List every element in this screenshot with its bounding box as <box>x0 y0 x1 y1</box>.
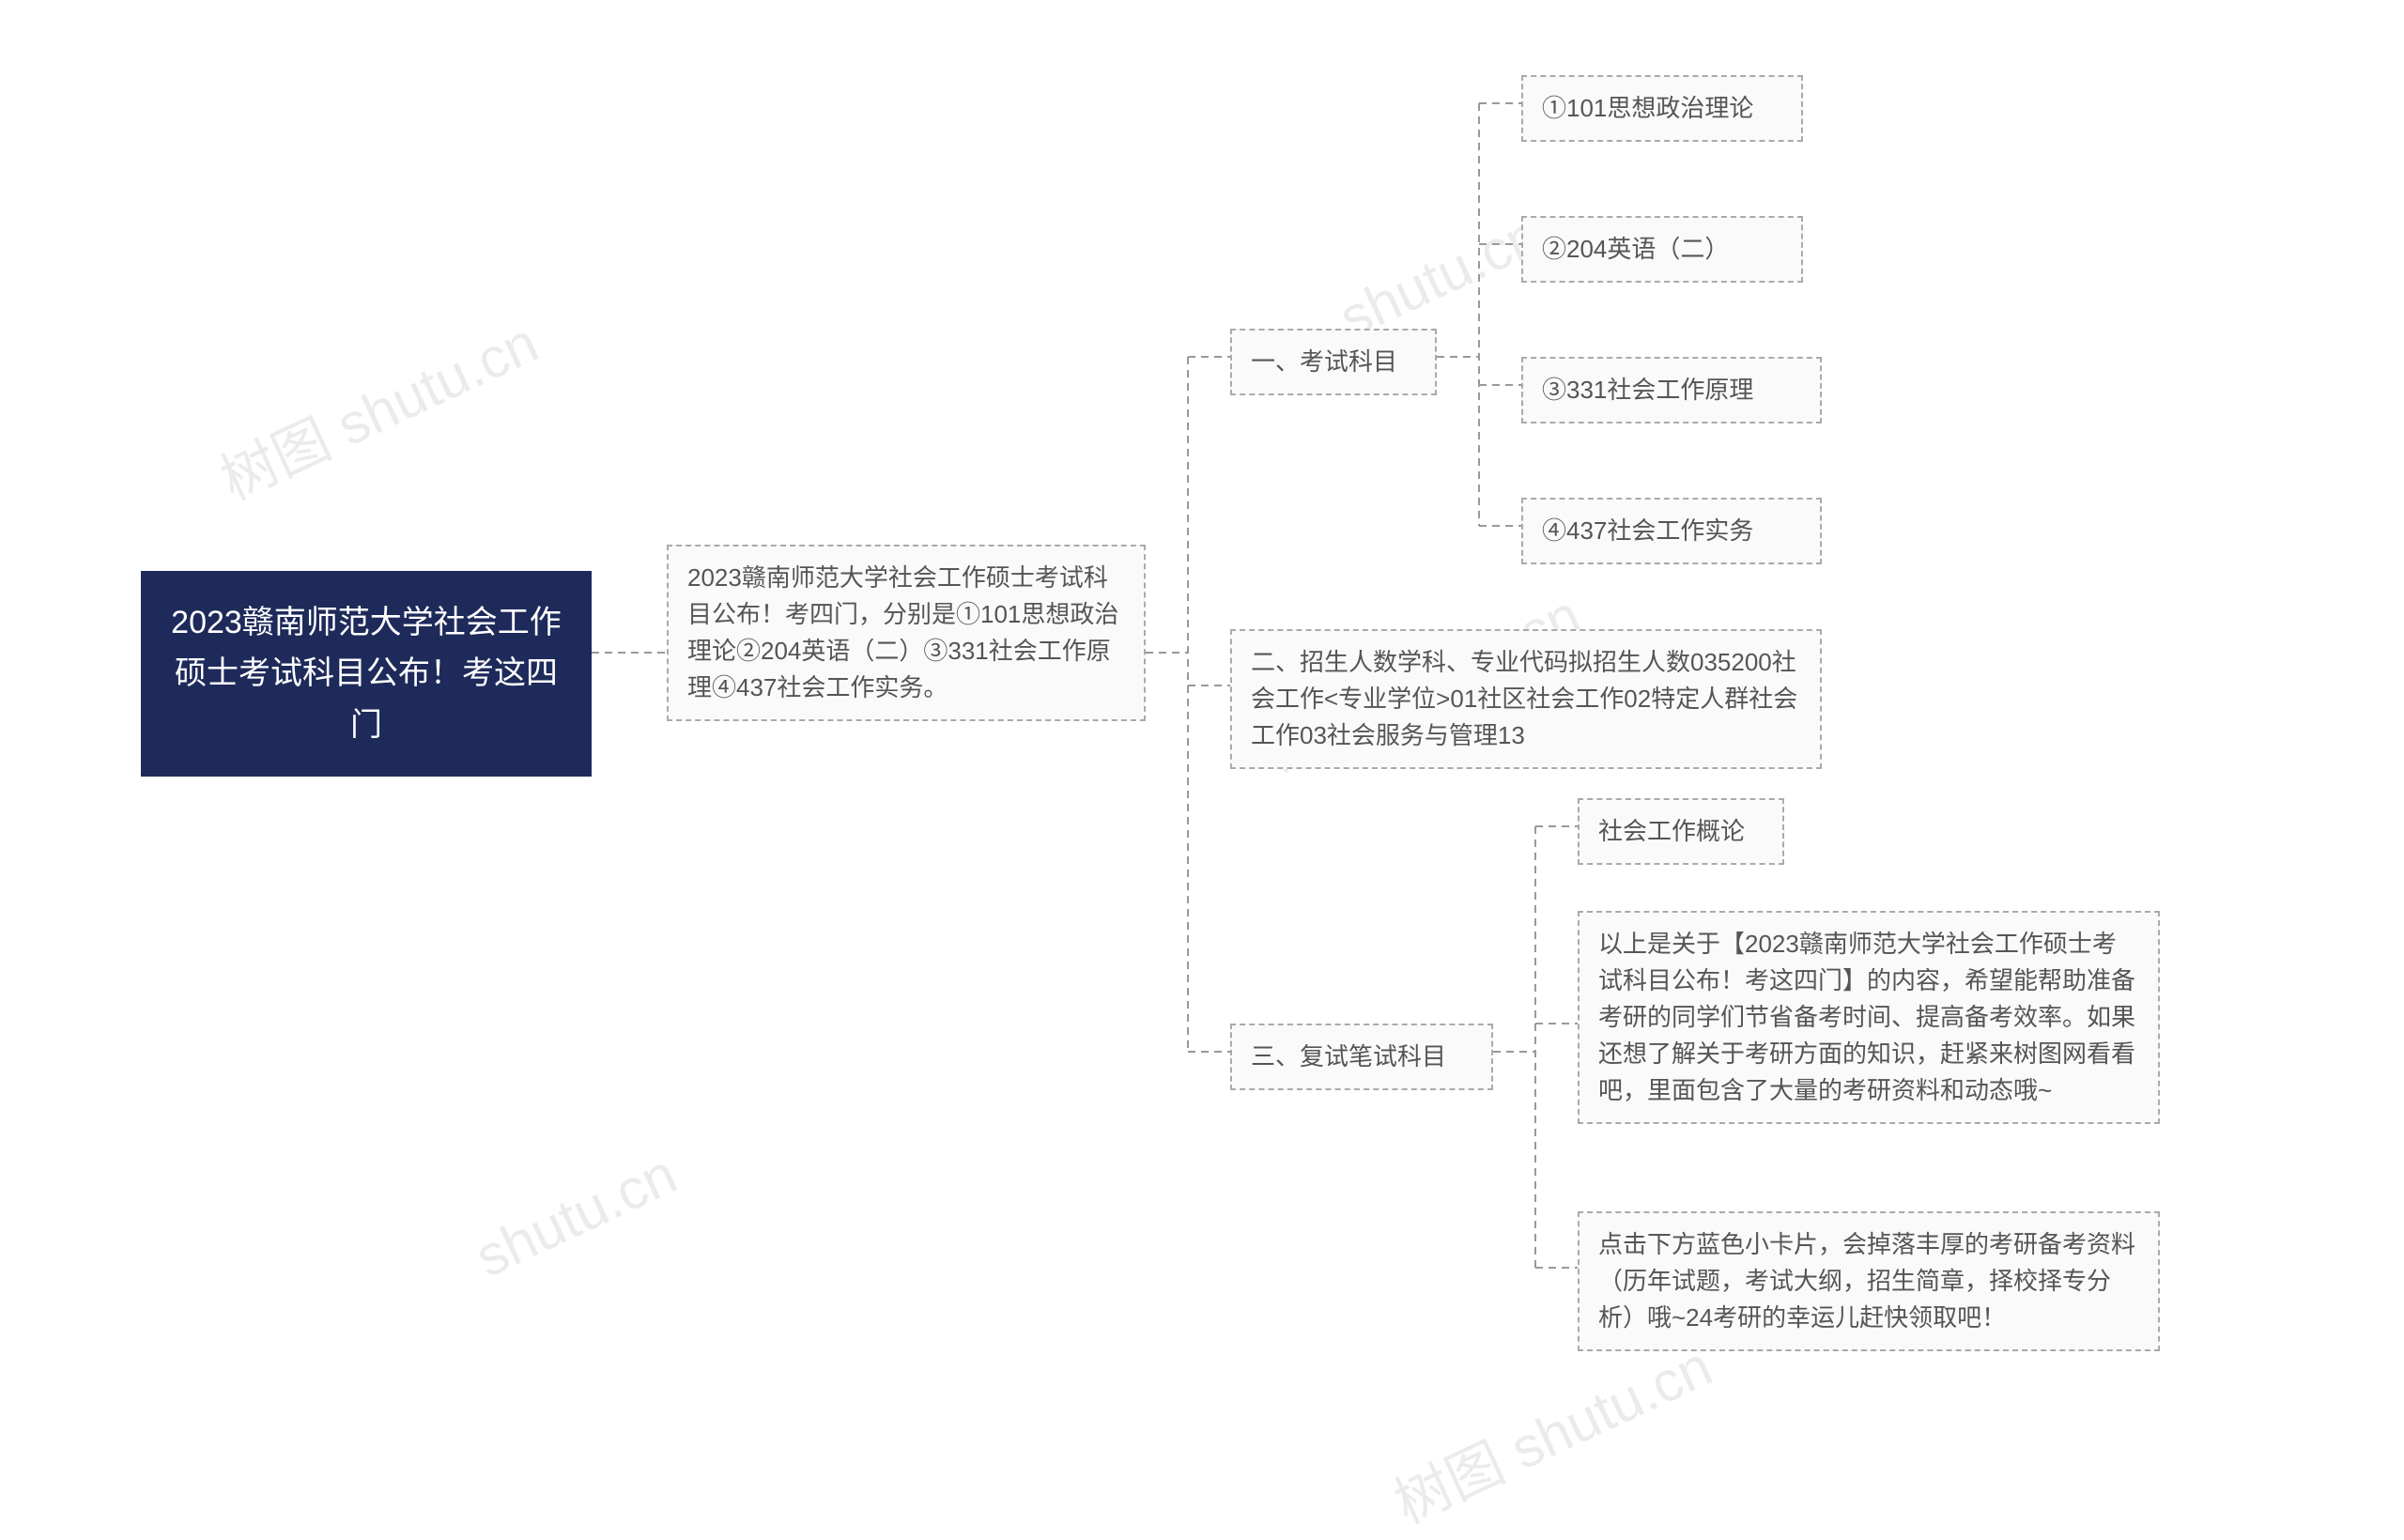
root-text: 2023赣南师范大学社会工作硕士考试科目公布！考这四门 <box>171 605 562 743</box>
branch3-child2: 以上是关于【2023赣南师范大学社会工作硕士考试科目公布！考这四门】的内容，希望… <box>1578 911 2160 1124</box>
branch2-node: 二、招生人数学科、专业代码拟招生人数035200社会工作<专业学位>01社区社会… <box>1230 629 1822 769</box>
level1-text: 2023赣南师范大学社会工作硕士考试科目公布！考四门，分别是①101思想政治理论… <box>687 563 1118 701</box>
branch1-child3-text: ③331社会工作原理 <box>1542 376 1753 404</box>
branch3-label: 三、复试笔试科目 <box>1230 1024 1493 1090</box>
level1-node: 2023赣南师范大学社会工作硕士考试科目公布！考四门，分别是①101思想政治理论… <box>667 545 1146 721</box>
branch1-child4: ④437社会工作实务 <box>1521 498 1822 564</box>
branch1-child1-text: ①101思想政治理论 <box>1542 94 1753 122</box>
branch3-label-text: 三、复试笔试科目 <box>1251 1042 1446 1070</box>
branch1-label-text: 一、考试科目 <box>1251 347 1397 376</box>
branch3-child3-text: 点击下方蓝色小卡片，会掉落丰厚的考研备考资料（历年试题，考试大纲，招生简章，择校… <box>1598 1230 2135 1332</box>
branch3-child1: 社会工作概论 <box>1578 798 1784 865</box>
branch1-child4-text: ④437社会工作实务 <box>1542 516 1753 545</box>
watermark: shutu.cn <box>466 1141 686 1289</box>
branch1-child1: ①101思想政治理论 <box>1521 75 1803 142</box>
branch1-child2: ②204英语（二） <box>1521 216 1803 283</box>
branch3-child3: 点击下方蓝色小卡片，会掉落丰厚的考研备考资料（历年试题，考试大纲，招生简章，择校… <box>1578 1211 2160 1351</box>
branch1-child2-text: ②204英语（二） <box>1542 235 1729 263</box>
root-node: 2023赣南师范大学社会工作硕士考试科目公布！考这四门 <box>141 571 592 777</box>
branch3-child1-text: 社会工作概论 <box>1598 817 1745 845</box>
branch3-child2-text: 以上是关于【2023赣南师范大学社会工作硕士考试科目公布！考这四门】的内容，希望… <box>1598 930 2135 1104</box>
watermark: 树图 shutu.cn <box>206 298 549 516</box>
watermark: 树图 shutu.cn <box>1379 1321 1723 1539</box>
branch1-child3: ③331社会工作原理 <box>1521 357 1822 424</box>
branch2-text: 二、招生人数学科、专业代码拟招生人数035200社会工作<专业学位>01社区社会… <box>1251 648 1797 749</box>
branch1-label: 一、考试科目 <box>1230 329 1437 395</box>
